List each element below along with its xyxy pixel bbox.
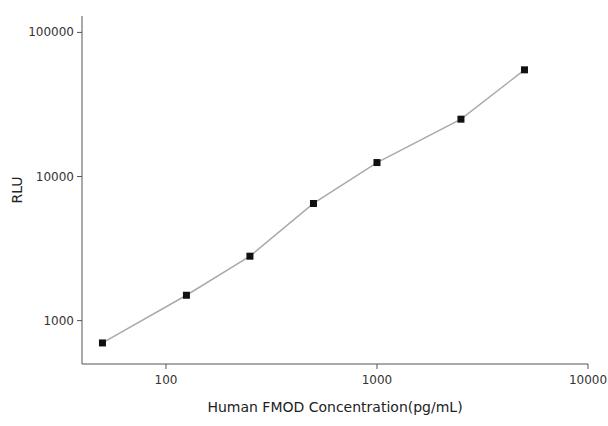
y-tick-label: 10000: [36, 170, 74, 184]
plot-area: [99, 66, 528, 346]
x-tick-label: 100: [155, 373, 178, 387]
marker: [183, 292, 190, 299]
x-tick: [588, 364, 589, 369]
x-tick: [376, 364, 377, 369]
marker: [310, 200, 317, 207]
chart-container: 100 1000 10000 1000 10000 100000 Human FMOD Co…: [0, 0, 608, 426]
y-tick: [77, 320, 82, 321]
chart: 100 1000 10000 1000 10000 100000 Human FMOD Co…: [0, 0, 608, 426]
x-axis-label: Human FMOD Concentration(pg/mL): [207, 399, 462, 415]
marker: [457, 116, 464, 123]
y-tick: [77, 32, 82, 33]
x-tick-label: 10000: [569, 373, 607, 387]
y-tick: [77, 176, 82, 177]
marker: [521, 66, 528, 73]
line: [102, 70, 524, 343]
y-axis-label: RLU: [9, 176, 25, 203]
marker: [373, 159, 380, 166]
x-tick-label: 1000: [362, 373, 393, 387]
y-axis-line: [82, 16, 83, 364]
y-tick-label: 1000: [43, 314, 74, 328]
y-tick-label: 100000: [28, 25, 74, 39]
x-tick: [165, 364, 166, 369]
x-axis-line: [82, 364, 588, 365]
marker: [99, 339, 106, 346]
marker: [246, 253, 253, 260]
